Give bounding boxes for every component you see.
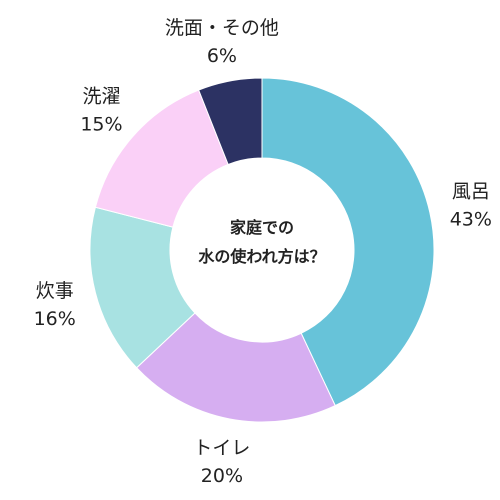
slice-4 (198, 77, 263, 166)
slice-name-label: 炊事 (36, 280, 74, 302)
slice-name-label: 洗面・その他 (165, 17, 279, 39)
slice-value-label: 16% (34, 308, 76, 330)
center-text-line-1: 家庭での (230, 218, 294, 237)
slice-value-label: 43% (450, 208, 492, 230)
slice-name-label: 風呂 (452, 180, 490, 202)
center-text: 家庭での 水の使われ方は？ (198, 218, 325, 266)
slice-name-label: 洗濯 (82, 85, 120, 107)
slice-1 (135, 312, 336, 423)
center-text-line-2: 水の使われ方は？ (198, 247, 325, 266)
slice-value-label: 6% (207, 45, 237, 67)
slice-0 (261, 77, 435, 407)
slice-labels: 風呂 43% トイレ 20% 炊事 16% 洗濯 15% 洗面・その他 6% (34, 17, 492, 487)
donut-slices (89, 77, 435, 423)
slice-value-label: 20% (201, 465, 243, 487)
slice-value-label: 15% (80, 113, 122, 135)
slice-name-label: トイレ (193, 437, 250, 459)
